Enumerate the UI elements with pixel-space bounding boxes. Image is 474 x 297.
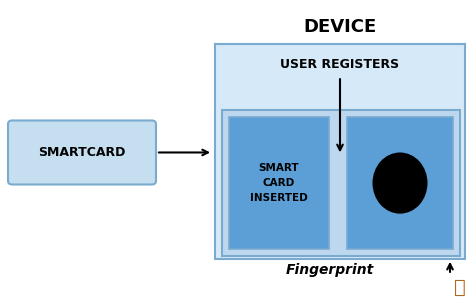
FancyBboxPatch shape (229, 117, 329, 249)
FancyBboxPatch shape (347, 117, 453, 249)
Text: 👆: 👆 (454, 278, 466, 297)
FancyBboxPatch shape (222, 110, 460, 256)
Text: SMART
CARD
INSERTED: SMART CARD INSERTED (250, 163, 308, 203)
FancyBboxPatch shape (8, 121, 156, 184)
Text: DEVICE: DEVICE (303, 18, 377, 36)
FancyBboxPatch shape (215, 44, 465, 259)
Ellipse shape (373, 152, 428, 214)
Text: USER REGISTERS: USER REGISTERS (281, 59, 400, 72)
Text: SMARTCARD: SMARTCARD (38, 146, 126, 159)
Text: Fingerprint: Fingerprint (286, 263, 374, 277)
